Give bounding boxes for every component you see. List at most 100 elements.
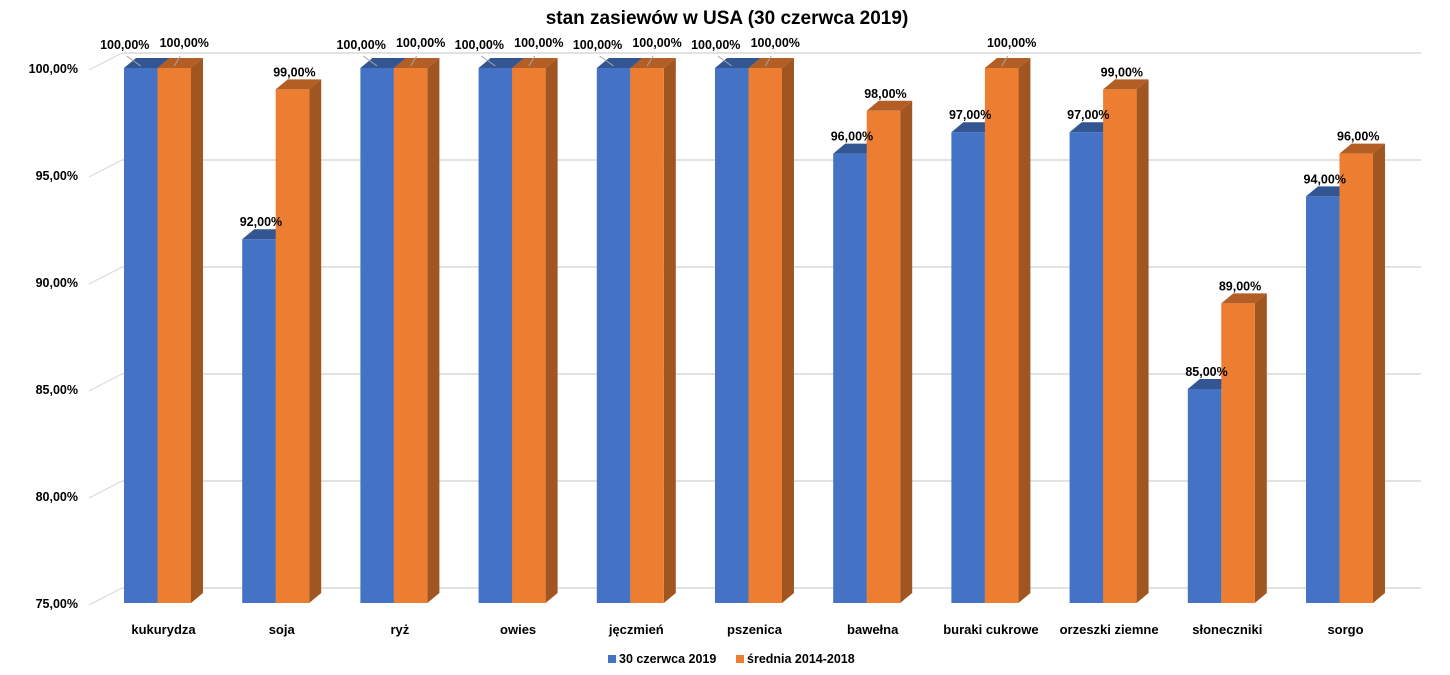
bar-side (1373, 143, 1385, 603)
bar-top (275, 79, 322, 90)
data-label: 85,00% (1185, 365, 1227, 379)
bar-top (512, 58, 558, 68)
gridline-diagonal (88, 266, 123, 285)
y-tick-label: 75,00% (36, 597, 78, 611)
bar-front (1187, 389, 1222, 603)
bar-side (782, 58, 794, 603)
data-label: 98,00% (864, 87, 906, 101)
x-category-label: pszenica (727, 622, 783, 637)
x-axis: kukurydza soja ryż owies jęczmień pszenica baw… (131, 622, 1363, 637)
bar-front (512, 68, 546, 603)
bar-front (275, 89, 310, 603)
bar-top (866, 100, 913, 111)
bar-top (596, 58, 643, 68)
y-tick-label: 100,00% (29, 62, 78, 76)
bar-front (478, 68, 513, 603)
bar-top (630, 58, 676, 68)
x-category-label: buraki cukrowe (943, 622, 1038, 637)
x-category-label: słoneczniki (1192, 622, 1262, 637)
data-label: 94,00% (1304, 172, 1346, 186)
bar-series2 (393, 58, 440, 603)
data-label: 100,00% (573, 38, 622, 52)
x-category-label: soja (269, 622, 296, 637)
bar-front (951, 132, 985, 603)
data-label-leader (126, 55, 142, 67)
bar-front (630, 68, 664, 603)
bar-front (866, 110, 901, 604)
data-label: 100,00% (336, 38, 385, 52)
data-label: 100,00% (455, 38, 504, 52)
bar-top (1221, 293, 1267, 304)
x-category-label: bawełna (847, 622, 899, 637)
bar-series2 (512, 58, 558, 603)
legend-label-30-czerwca-2019: 30 czerwca 2019 (619, 652, 716, 666)
x-category-label: jęczmień (608, 622, 664, 637)
data-label-leader (599, 55, 614, 67)
data-label: 100,00% (100, 38, 149, 52)
data-label: 100,00% (396, 36, 445, 50)
bar-side (309, 79, 322, 603)
data-label-leader (764, 55, 772, 67)
bar-series2 (630, 58, 676, 603)
bar-side (663, 58, 676, 603)
data-label: 96,00% (1337, 130, 1379, 144)
gridline-diagonal (88, 373, 123, 392)
chart-title: stan zasiewów w USA (30 czerwca 2019) (546, 8, 909, 29)
bar-front (833, 153, 867, 603)
gridline-diagonal (88, 159, 123, 178)
bar-side (900, 100, 913, 604)
x-category-label: ryż (391, 622, 410, 637)
bar-top (124, 58, 170, 68)
bar-top (157, 58, 203, 68)
bar-series2 (1221, 293, 1267, 603)
bar-side (1018, 58, 1031, 603)
x-category-label: sorgo (1327, 622, 1363, 637)
bar-series2 (1339, 143, 1385, 603)
y-tick-label: 95,00% (36, 169, 78, 183)
bar-series2 (1103, 79, 1149, 603)
data-label: 92,00% (240, 215, 282, 229)
bar-front (393, 68, 428, 603)
bar-top (360, 58, 406, 68)
data-label: 99,00% (273, 65, 315, 79)
legend-swatch-30-czerwca-2019 (608, 655, 616, 663)
bar-front (242, 239, 276, 603)
bar-side (545, 58, 558, 603)
data-label: 89,00% (1219, 279, 1261, 293)
bar-top (1339, 143, 1385, 154)
data-label: 97,00% (949, 108, 991, 122)
bar-top (393, 58, 440, 68)
bar-front (124, 68, 158, 603)
bar-front (1103, 89, 1137, 603)
bar-top (984, 58, 1031, 68)
data-label-leader (646, 55, 654, 67)
bar-series2 (275, 79, 322, 603)
y-tick-label: 85,00% (36, 383, 78, 397)
gridline-diagonal (88, 52, 123, 71)
bar-top (1103, 79, 1149, 90)
data-label: 97,00% (1067, 108, 1109, 122)
data-label-leader (528, 55, 536, 67)
x-category-label: kukurydza (131, 622, 196, 637)
data-label: 100,00% (632, 36, 681, 50)
y-tick-label: 90,00% (36, 276, 78, 290)
bar-side (1254, 293, 1267, 603)
x-category-label: owies (500, 622, 536, 637)
legend-label-srednia-2014-2018: średnia 2014-2018 (747, 652, 855, 666)
legend: 30 czerwca 2019 średnia 2014-2018 (608, 652, 855, 666)
gridline-diagonal (88, 587, 123, 606)
data-label: 100,00% (987, 36, 1036, 50)
data-label: 96,00% (831, 130, 873, 144)
bar-front (360, 68, 394, 603)
data-label-leader (410, 55, 418, 67)
data-labels: 100,00% 100,00% 92,00% 99,00% 100,00% 100,00%… (100, 36, 1379, 379)
bar-top (478, 58, 525, 68)
data-label-leader (481, 55, 496, 67)
bar-front (748, 68, 782, 603)
bar-series2 (984, 58, 1031, 603)
data-label-leader (362, 55, 378, 67)
bar-side (1136, 79, 1149, 603)
bar-front (715, 68, 749, 603)
data-label: 100,00% (160, 36, 209, 50)
